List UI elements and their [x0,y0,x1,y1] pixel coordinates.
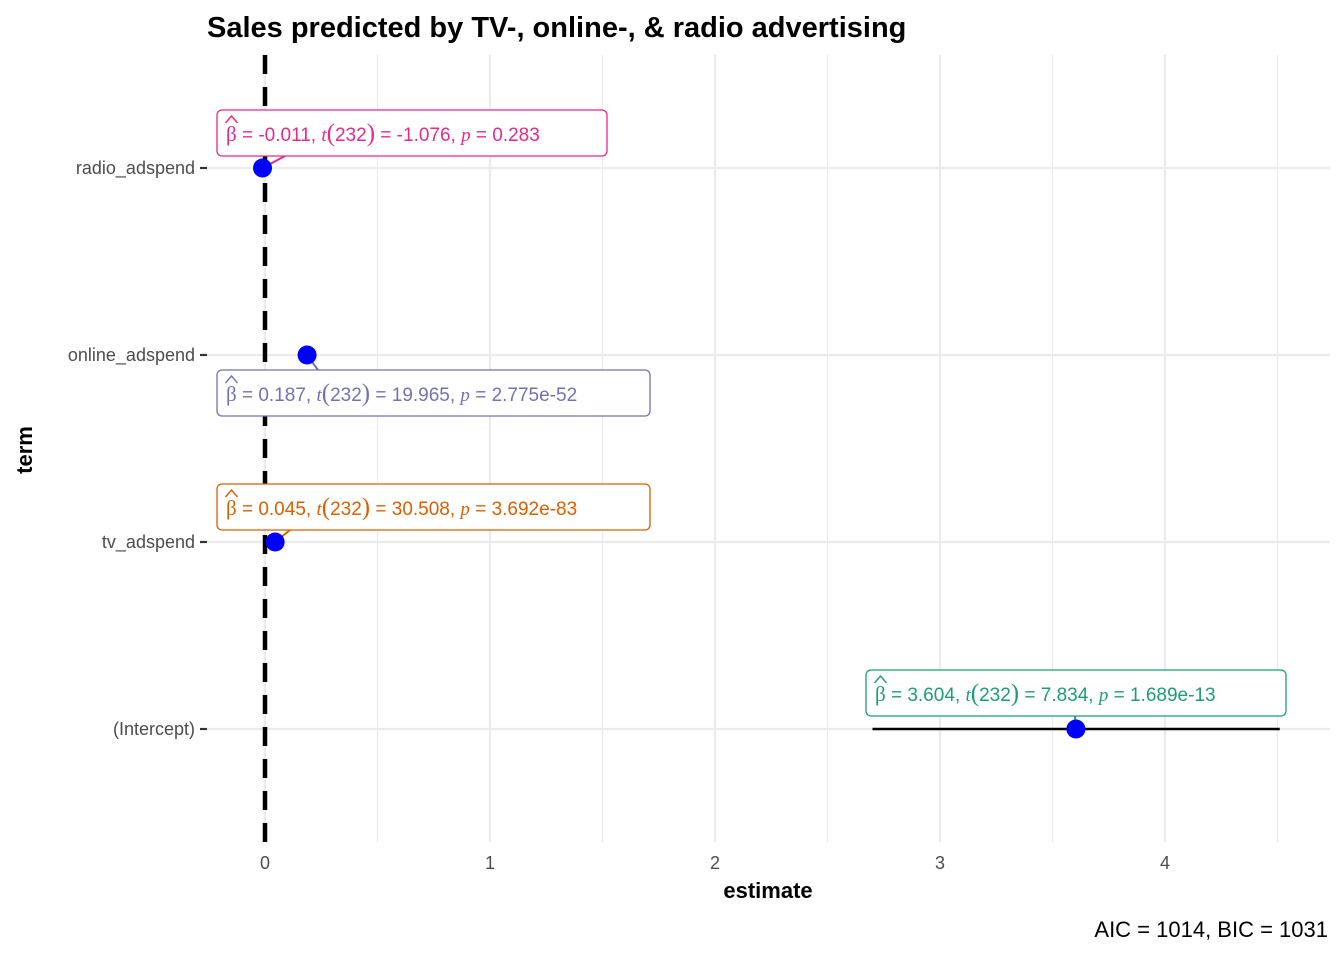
x-tick-label: 0 [260,853,270,873]
estimate-label: β = -0.011, t(232) = -1.076, p = 0.283 [216,109,608,157]
beta-hat-accent [224,114,239,124]
estimate-marks [253,155,1280,739]
estimate-label: β = 3.604, t(232) = 7.834, p = 1.689e-13 [865,669,1287,717]
estimate-label-box [216,109,608,157]
beta-hat-accent [224,374,239,384]
estimate-label: β = 0.045, t(232) = 30.508, p = 3.692e-8… [216,483,651,531]
x-axis-title: estimate [723,878,812,903]
beta-hat-accent [224,488,239,498]
estimate-label-box [216,369,651,417]
estimate-label-box [865,669,1287,717]
beta-hat-accent [873,674,888,684]
y-tick-label: radio_adspend [76,158,195,179]
estimate-label: β = 0.187, t(232) = 19.965, p = 2.775e-5… [216,369,651,417]
x-tick-label: 4 [1160,853,1170,873]
axes: 0 1 2 3 4 (Intercept) tv_adspend online_adspend… [68,158,1170,873]
estimate-labels: β = 3.604, t(232) = 7.834, p = 1.689e-13… [216,109,1287,717]
estimate-point [253,158,273,178]
estimate-label-text: β = 3.604, t(232) = 7.834, p = 1.689e-13 [875,680,1216,707]
y-tick-label: tv_adspend [102,532,195,553]
x-tick-label: 3 [935,853,945,873]
grid [207,55,1330,842]
estimate-point [265,532,285,552]
estimate-label-text: β = 0.045, t(232) = 30.508, p = 3.692e-8… [226,494,577,521]
x-tick-label: 1 [485,853,495,873]
y-axis-title: term [12,426,37,474]
y-tick-label: (Intercept) [113,719,195,739]
x-tick-label: 2 [710,853,720,873]
chart-title: Sales predicted by TV-, online-, & radio… [207,12,906,44]
estimate-label-box [216,483,651,531]
model-fit-caption: AIC = 1014, BIC = 1031 [1094,917,1328,942]
estimate-point [297,345,317,365]
estimate-point [1066,719,1086,739]
estimate-label-text: β = 0.187, t(232) = 19.965, p = 2.775e-5… [226,380,577,407]
y-tick-label: online_adspend [68,345,195,366]
estimate-label-text: β = -0.011, t(232) = -1.076, p = 0.283 [226,120,540,147]
